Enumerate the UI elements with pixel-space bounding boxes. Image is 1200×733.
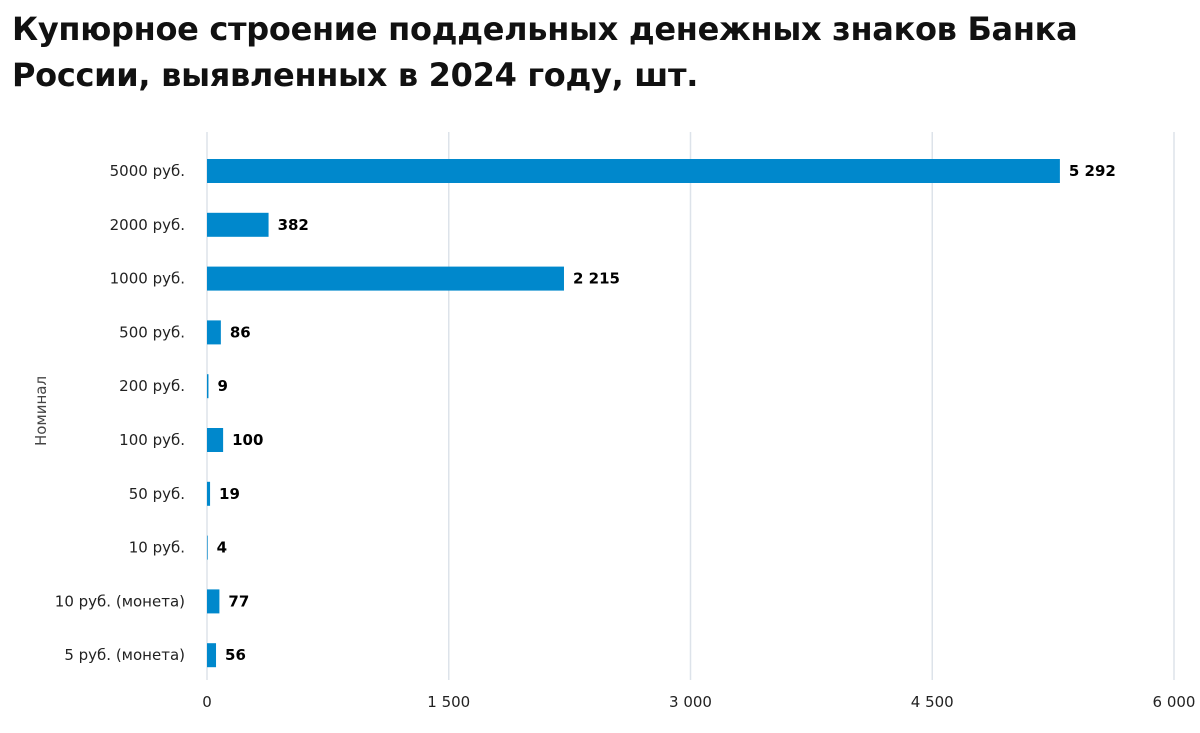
category-label: 5 руб. (монета) <box>64 646 185 664</box>
value-label: 77 <box>228 592 249 610</box>
category-label: 50 руб. <box>129 485 185 503</box>
bar <box>207 159 1060 183</box>
y-axis-title: Номинал <box>32 376 50 446</box>
category-label: 5000 руб. <box>110 162 185 180</box>
value-label: 19 <box>219 485 240 503</box>
x-tick-label: 0 <box>202 693 212 711</box>
value-label: 100 <box>232 431 263 449</box>
value-label: 5 292 <box>1069 162 1116 180</box>
value-label: 86 <box>230 323 251 341</box>
value-label: 4 <box>217 539 227 557</box>
bar <box>207 535 208 560</box>
bar <box>207 266 564 291</box>
bar <box>207 589 220 614</box>
chart-title: Купюрное строение поддельных денежных зн… <box>12 10 1078 94</box>
x-tick-label: 1 500 <box>427 693 470 711</box>
bars <box>207 159 1060 668</box>
category-label: 10 руб. <box>129 539 185 557</box>
category-label: 10 руб. (монета) <box>55 592 185 610</box>
bar <box>207 428 224 452</box>
category-label: 200 руб. <box>119 377 185 395</box>
bar <box>207 481 211 506</box>
x-tick-label: 4 500 <box>911 693 954 711</box>
x-tick-label: 3 000 <box>669 693 712 711</box>
bar <box>207 374 209 399</box>
labels: 0 1 500 3 000 4 500 6 000 5000 руб. 5 292 2000 … <box>55 162 1196 711</box>
category-label: 100 руб. <box>119 431 185 449</box>
x-tick-label: 6 000 <box>1153 693 1196 711</box>
category-label: 500 руб. <box>119 323 185 341</box>
category-label: 2000 руб. <box>110 216 185 234</box>
value-label: 56 <box>225 646 246 664</box>
bar <box>207 212 269 237</box>
value-label: 2 215 <box>573 270 620 288</box>
gridlines <box>206 132 1175 680</box>
value-label: 9 <box>217 377 227 395</box>
bar <box>207 643 217 668</box>
value-label: 382 <box>278 216 309 234</box>
category-label: 1000 руб. <box>110 270 185 288</box>
bar <box>207 320 221 345</box>
